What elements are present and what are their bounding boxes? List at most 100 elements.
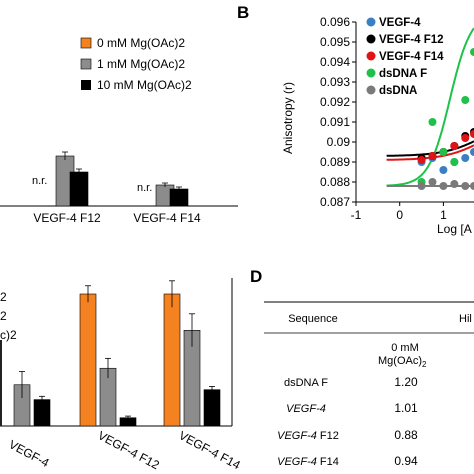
legend-marker-vegf4-f12 xyxy=(366,34,376,44)
legend-swatch-1mm xyxy=(80,58,92,70)
data-point xyxy=(450,142,459,150)
legend-marker-vegf4-f14 xyxy=(366,51,376,61)
data-point xyxy=(439,148,448,156)
table-row-sequence: dsDNA F xyxy=(284,377,328,389)
panel-c-legend-fragment-3: c)2 xyxy=(0,328,17,342)
panel-c-legend-fragment-2: 2 xyxy=(0,309,7,323)
table-subheader-subscript: 2 xyxy=(422,360,427,369)
legend-swatch-0mm xyxy=(80,37,92,49)
data-point xyxy=(470,130,474,138)
table-subheader-line1: 0 mM xyxy=(391,342,419,354)
data-point xyxy=(439,166,448,174)
table-row-sequence-suffix: F12 xyxy=(317,430,339,442)
legend-marker-dsdna-f xyxy=(366,68,376,78)
table-row-value: 0.94 xyxy=(394,454,418,468)
panel-b-x-ticks: -1 0 1 xyxy=(351,202,447,222)
legend-label-vegf4-f14: VEGF-4 F14 xyxy=(379,51,444,63)
data-point xyxy=(428,152,437,160)
x-tick-label: -1 xyxy=(351,208,362,222)
y-tick-label: 0.087 xyxy=(320,195,350,209)
data-point xyxy=(470,48,474,56)
nr-label-f12: n.r. xyxy=(32,175,47,187)
x-tick-label: 1 xyxy=(440,208,447,222)
data-point xyxy=(428,178,437,186)
legend-marker-vegf4 xyxy=(366,17,376,27)
data-point xyxy=(439,182,448,190)
legend-label-vegf4-f12: VEGF-4 F12 xyxy=(379,34,444,46)
panel-b-y-axis-label: Anisotropy (r) xyxy=(281,82,295,154)
y-tick-label: 0.092 xyxy=(320,95,350,109)
panel-a-bars xyxy=(55,151,189,207)
bar xyxy=(203,389,221,427)
legend-label-dsdna-f: dsDNA F xyxy=(379,68,427,80)
data-point xyxy=(470,182,474,190)
category-label-c-vegf4: VEGF-4 xyxy=(7,437,52,470)
data-point xyxy=(417,156,426,164)
panel-b: B Anisotropy (r) 0.087 0.088 0.089 0.09 0.09… xyxy=(237,3,474,236)
table-header-sequence: Sequence xyxy=(288,313,338,325)
y-tick-label: 0.088 xyxy=(320,175,350,189)
data-point xyxy=(470,148,474,156)
table-row-value: 1.20 xyxy=(394,375,418,389)
table-row-sequence: VEGF-4 F12 xyxy=(277,430,339,442)
fit-curve xyxy=(386,27,474,187)
panel-b-x-axis-label: Log [A xyxy=(437,222,472,236)
panel-a: 0 mM Mg(OAc)2 1 mM Mg(OAc)2 10 mM Mg(OAc… xyxy=(0,36,238,225)
category-label-c-f14: VEGF-4 F14 xyxy=(177,428,243,472)
nr-label-f14: n.r. xyxy=(137,182,152,194)
panel-c-legend-fragment-1: 2 xyxy=(0,290,7,304)
bar xyxy=(163,293,181,427)
table-row-value: 0.88 xyxy=(394,428,418,442)
category-label-f12: VEGF-4 F12 xyxy=(33,211,101,225)
legend-marker-dsdna xyxy=(366,85,376,95)
category-label-f14: VEGF-4 F14 xyxy=(133,211,201,225)
legend-label-0mm: 0 mM Mg(OAc)2 xyxy=(97,36,185,50)
panel-c-bars xyxy=(0,280,221,427)
x-tick-label: 0 xyxy=(396,208,403,222)
panel-d-letter: D xyxy=(250,267,262,286)
panel-b-legend: VEGF-4 VEGF-4 F12 VEGF-4 F14 dsDNA F dsD… xyxy=(366,17,444,97)
data-point xyxy=(417,182,426,190)
table-row-sequence-name: VEGF-4 xyxy=(277,456,317,468)
y-tick-label: 0.091 xyxy=(320,115,350,129)
panel-b-letter: B xyxy=(237,3,249,22)
bar xyxy=(79,293,97,427)
data-point xyxy=(461,96,470,104)
table-row-sequence-suffix: F14 xyxy=(317,456,339,468)
y-tick-label: 0.089 xyxy=(320,155,350,169)
bar xyxy=(0,340,2,426)
data-point xyxy=(450,158,459,166)
legend-label-10mm: 10 mM Mg(OAc)2 xyxy=(97,78,192,92)
legend-label-vegf4: VEGF-4 xyxy=(379,17,421,29)
table-subheader-line2: Mg(OAc)2 xyxy=(378,355,427,369)
table-row-sequence: VEGF-4 F14 xyxy=(277,456,339,468)
bar xyxy=(69,171,89,207)
y-tick-label: 0.094 xyxy=(320,55,350,69)
panel-b-plot xyxy=(386,27,474,190)
bar xyxy=(169,188,189,207)
y-tick-label: 0.09 xyxy=(327,135,351,149)
table-row-sequence-name: VEGF-4 xyxy=(277,430,317,442)
table-subheader-mgoac: Mg(OAc) xyxy=(378,355,422,367)
panel-a-legend: 0 mM Mg(OAc)2 1 mM Mg(OAc)2 10 mM Mg(OAc… xyxy=(80,36,192,92)
legend-label-dsdna: dsDNA xyxy=(379,85,417,97)
bar xyxy=(33,399,51,427)
y-tick-label: 0.096 xyxy=(320,15,350,29)
data-point xyxy=(450,180,459,188)
legend-label-1mm: 1 mM Mg(OAc)2 xyxy=(97,57,185,71)
data-point xyxy=(461,134,470,142)
panel-b-y-ticks: 0.087 0.088 0.089 0.09 0.091 0.092 0.093 0.094 0… xyxy=(320,15,356,209)
panel-d: D Sequence Hil 0 mM Mg(OAc)2 dsDNA F 1.2… xyxy=(250,267,474,468)
legend-swatch-10mm xyxy=(81,80,91,90)
table-row-sequence: VEGF-4 xyxy=(286,403,326,415)
y-tick-label: 0.093 xyxy=(320,75,350,89)
table-row-value: 1.01 xyxy=(394,401,418,415)
table-header-hill: Hil xyxy=(459,313,472,325)
y-tick-label: 0.095 xyxy=(320,35,350,49)
data-point xyxy=(461,182,470,190)
category-label-c-f12: VEGF-4 F12 xyxy=(96,428,162,472)
panel-c: 2 2 c)2 VEGF-4 VEGF-4 F12 VEGF-4 F14 xyxy=(0,278,243,472)
data-point xyxy=(461,154,470,162)
data-point xyxy=(428,118,437,126)
